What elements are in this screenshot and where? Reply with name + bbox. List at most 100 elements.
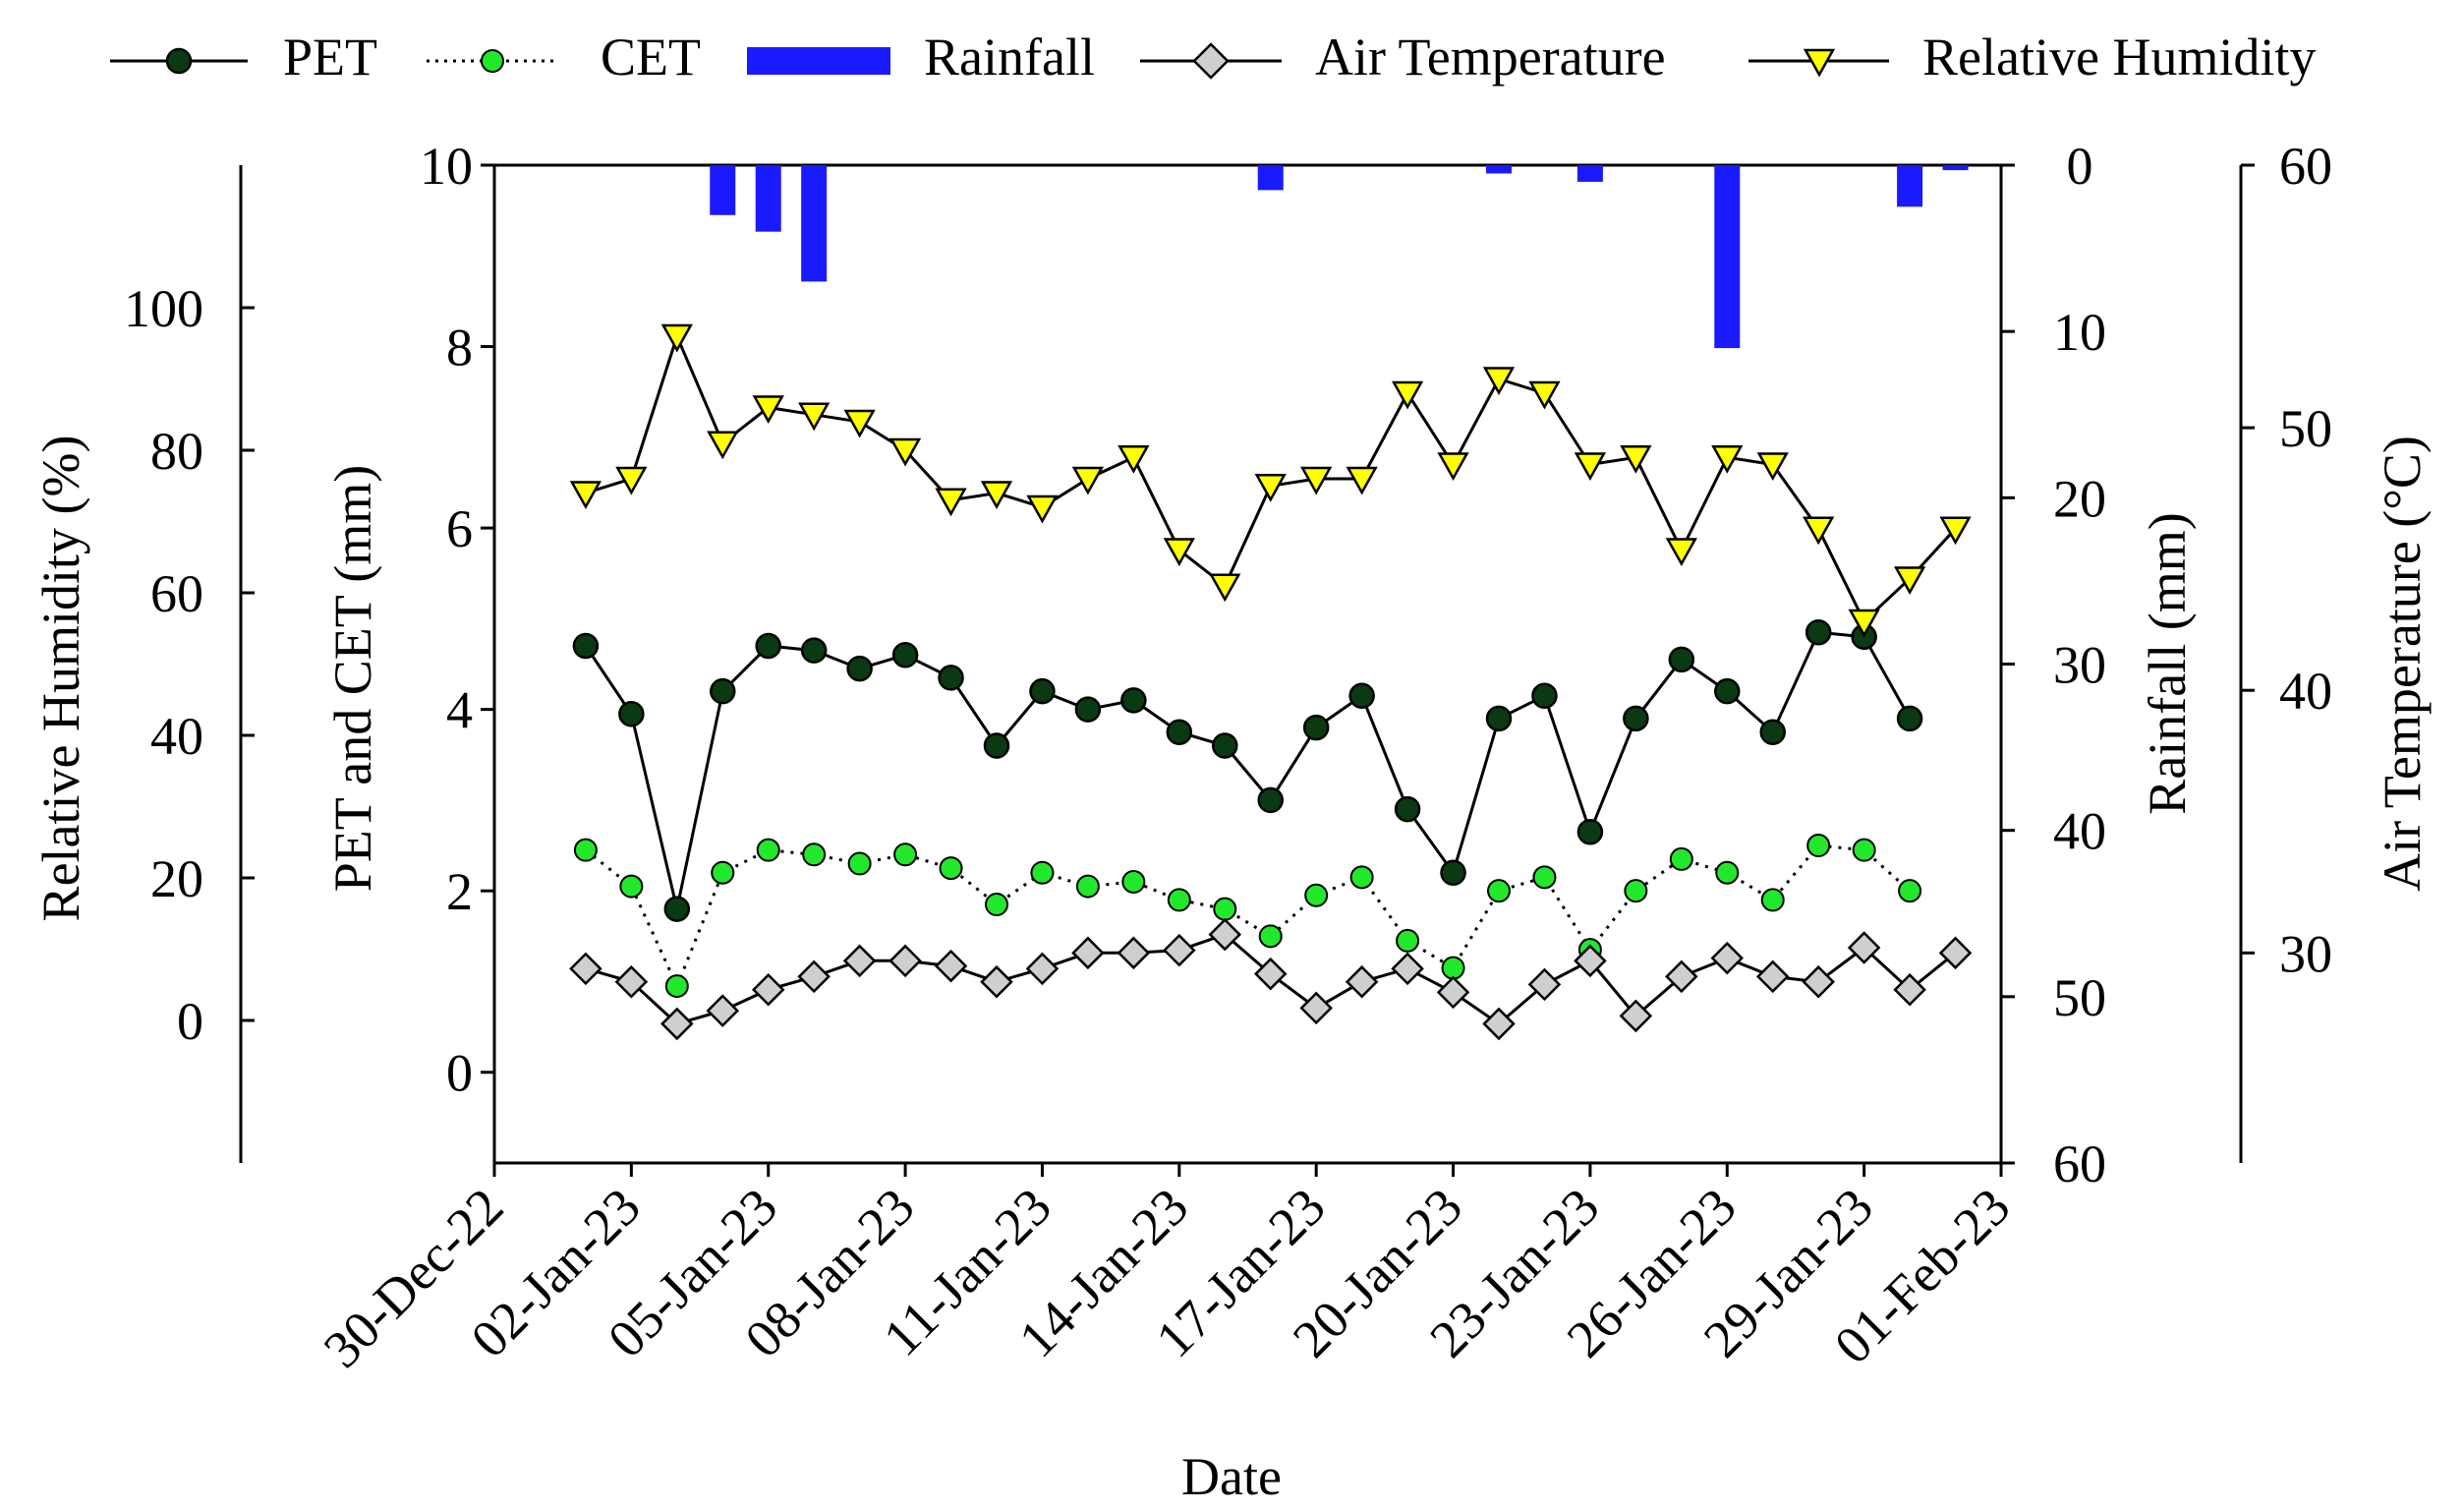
pet-point <box>1074 696 1102 723</box>
air-temperature-point <box>1071 936 1105 970</box>
legend-label-cet: CET <box>601 28 701 87</box>
air-temperature-point <box>1299 991 1333 1025</box>
series-markers <box>569 323 1973 1041</box>
legend-item-relative-humidity: Relative Humidity <box>1748 28 2316 87</box>
pet-cet-tick-label: 0 <box>446 1044 473 1103</box>
relative-humidity-point <box>1346 466 1378 495</box>
rainfall-tick-label: 0 <box>2067 137 2093 196</box>
cet-point <box>802 843 827 867</box>
relative-humidity-point <box>1026 494 1059 524</box>
relative-humidity-point <box>1117 445 1150 474</box>
pet-point <box>710 677 736 705</box>
pet-point <box>1531 682 1558 710</box>
pet-cet-tick-label: 4 <box>446 681 473 740</box>
relative-humidity-point <box>1711 445 1744 474</box>
relative-humidity-point <box>660 323 693 353</box>
air-temperature-point <box>1847 931 1881 964</box>
temp-tick-label: 40 <box>2279 662 2332 721</box>
cet-point <box>1213 897 1237 921</box>
air-temperature-point <box>1163 933 1196 967</box>
cet-point <box>756 838 780 862</box>
relative-humidity-point <box>1071 466 1105 495</box>
cet-point <box>1624 879 1648 903</box>
temp-tick-label: 60 <box>2279 137 2332 196</box>
cet-point <box>1304 883 1329 907</box>
rainfall-bar <box>801 165 828 282</box>
relative-humidity-point <box>1756 452 1789 482</box>
cet-point <box>1669 846 1693 871</box>
relative-humidity-point <box>1665 538 1697 567</box>
legend-item-air-temperature: Air Temperature <box>1140 28 1666 87</box>
cet-point <box>1121 869 1146 894</box>
pet-point <box>1668 646 1695 673</box>
rainfall-tick-label: 10 <box>2053 303 2106 362</box>
air-temperature-point <box>1253 957 1288 991</box>
series-lines <box>584 331 1957 1026</box>
cet-point <box>1258 924 1283 949</box>
pet-line <box>584 630 1912 909</box>
rainfall-bar <box>755 165 781 232</box>
legend-label-relative-humidity: Relative Humidity <box>1922 28 2316 87</box>
rainfall-bar <box>1576 165 1603 182</box>
pet-point <box>800 637 828 664</box>
cet-point <box>711 860 735 885</box>
relative-humidity-point <box>1254 474 1287 502</box>
cet-point <box>1075 874 1100 899</box>
relative-humidity-point <box>1803 516 1835 546</box>
relative-humidity-point <box>843 409 876 438</box>
rh-tick-label: 40 <box>150 707 203 766</box>
y-axis-title-rainfall: Rainfall (mm) <box>2138 512 2197 814</box>
rainfall-bar <box>1942 165 1969 171</box>
axis-titles: Date Relative Humidity (%) PET and CET (… <box>31 436 2432 1506</box>
plot-frame <box>239 163 2243 1165</box>
rainfall-tick-label: 20 <box>2053 469 2106 528</box>
air-temperature-point <box>1345 964 1379 999</box>
air-temperature-point <box>1025 952 1060 986</box>
legend-item-rainfall: Rainfall <box>747 28 1095 87</box>
air-temperature-point <box>706 994 740 1027</box>
relative-humidity-point <box>1620 445 1652 474</box>
pet-cet-tick-label: 6 <box>446 499 473 558</box>
relative-humidity-point <box>1391 380 1424 410</box>
pet-point <box>1257 786 1284 814</box>
air-temperature-point <box>1938 936 1973 970</box>
legend-label-pet: PET <box>283 28 377 87</box>
legend: PET CET Rainfall Air Temperature Relativ… <box>110 28 2316 87</box>
relative-humidity-point <box>1482 367 1516 396</box>
cet-point <box>985 893 1008 917</box>
relative-humidity-point <box>1209 573 1241 603</box>
pet-point <box>618 701 645 727</box>
pet-point <box>1805 618 1832 646</box>
rainfall-bar <box>1486 165 1512 174</box>
relative-humidity-point <box>1528 380 1561 410</box>
rainfall-tick-label: 50 <box>2053 968 2106 1027</box>
cet-point <box>1030 860 1055 885</box>
pet-point <box>1485 705 1513 732</box>
rh-tick-label: 100 <box>124 279 203 338</box>
pet-point <box>572 632 600 660</box>
air-temperature-point <box>1665 959 1698 994</box>
cet-point <box>1167 888 1191 912</box>
pet-point <box>1394 795 1421 823</box>
pet-point <box>663 896 691 922</box>
pet-cet-tick-label: 10 <box>420 137 473 196</box>
air-temperature-point <box>1893 972 1926 1007</box>
pet-point <box>1440 859 1466 886</box>
air-temperature-point <box>660 1007 694 1041</box>
air-temperature-point <box>1482 1007 1516 1041</box>
pet-point <box>1714 677 1741 705</box>
rh-tick-label: 60 <box>150 564 203 623</box>
cet-point <box>573 838 598 862</box>
cet-point <box>619 874 644 899</box>
air-temperature-point <box>934 949 968 983</box>
relative-humidity-point <box>1300 466 1333 495</box>
cet-point <box>1487 879 1511 903</box>
rh-tick-label: 80 <box>150 422 203 481</box>
temp-tick-label: 50 <box>2279 399 2332 458</box>
pet-cet-tick-label: 8 <box>446 319 473 378</box>
relative-humidity-point <box>935 488 967 517</box>
cet-point <box>1532 865 1557 890</box>
relative-humidity-point <box>707 431 739 460</box>
pet-point <box>1120 687 1147 714</box>
cet-point <box>1396 928 1420 953</box>
